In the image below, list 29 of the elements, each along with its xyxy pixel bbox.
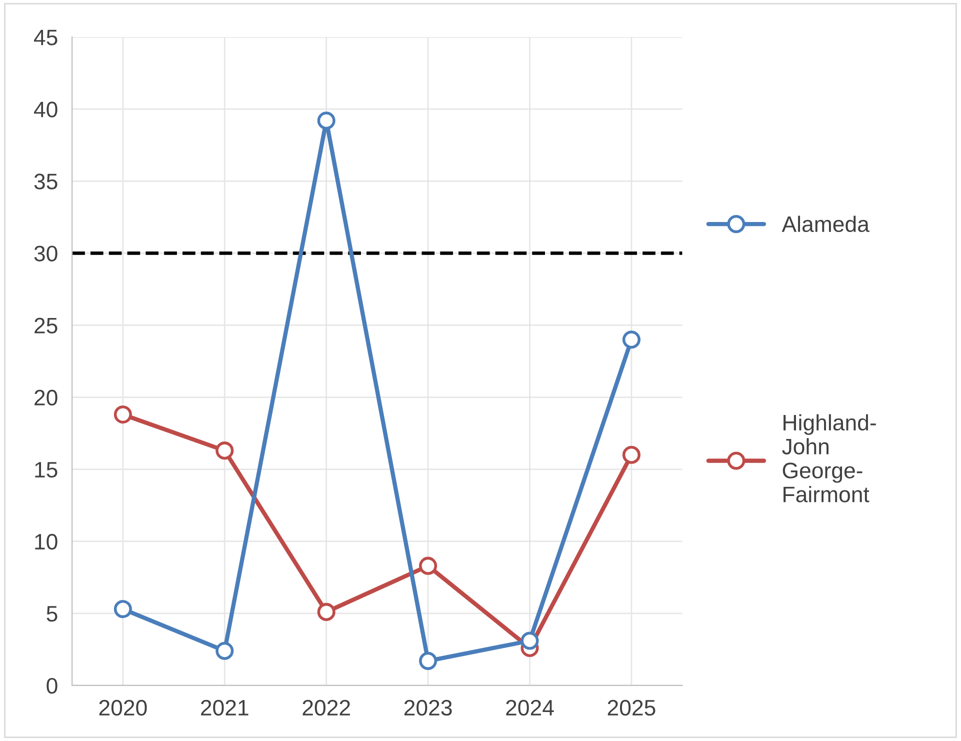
x-tick-label: 2024 [506, 700, 554, 716]
x-tick-label: 2023 [404, 700, 452, 716]
x-tick-label: 2020 [99, 700, 147, 716]
point [114, 406, 132, 424]
y-tick-label: 45 [34, 30, 58, 46]
x-tick-label: 2022 [302, 700, 350, 716]
y-tick-label: 25 [34, 318, 58, 334]
x-tick-label: 2025 [608, 700, 656, 716]
legend-label: Alameda [782, 216, 870, 232]
point [317, 602, 336, 621]
point [520, 632, 539, 650]
point [419, 556, 438, 575]
point [114, 600, 132, 618]
y-tick-label: 30 [34, 246, 58, 262]
y-tick-label: 10 [35, 534, 58, 550]
x-tick-label: 2021 [201, 700, 248, 716]
y-tick-label: 5 [46, 606, 58, 622]
point [317, 112, 336, 130]
point [216, 442, 234, 460]
y-tick-label: 20 [34, 390, 58, 406]
y-tick-label: 15 [35, 462, 58, 478]
y-tick-label: 0 [46, 678, 58, 694]
y-tick-label: 35 [34, 174, 58, 190]
y-tick-label: 40 [34, 102, 58, 118]
point [419, 652, 438, 670]
point [622, 330, 640, 349]
point [216, 642, 234, 660]
point [622, 446, 640, 464]
legend-label: Highland-John George-Fairmont [782, 414, 876, 502]
